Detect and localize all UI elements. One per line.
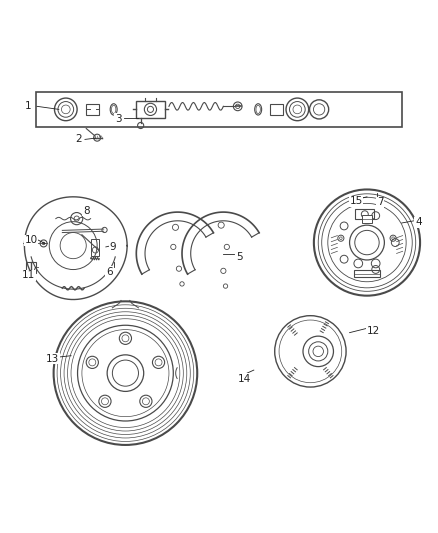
Text: 13: 13 [46,354,60,364]
Bar [354,270,380,277]
Bar [36,92,402,127]
Bar [26,262,36,272]
Bar [355,209,374,219]
Text: 8: 8 [83,206,89,216]
Bar [136,101,165,118]
Text: 9: 9 [109,242,116,252]
Text: 2: 2 [75,134,82,144]
Text: 4: 4 [415,217,422,227]
Bar [92,239,99,256]
Text: 15: 15 [350,196,363,206]
Text: 6: 6 [106,266,113,277]
Text: 5: 5 [237,252,243,262]
Text: 7: 7 [377,197,383,207]
Text: 3: 3 [115,114,121,124]
Bar [86,104,99,115]
Text: 1: 1 [25,101,32,111]
Circle shape [42,242,45,245]
Bar [362,215,372,223]
Text: 14: 14 [238,374,251,384]
Text: 11: 11 [22,270,35,280]
Bar [270,104,283,115]
Text: 12: 12 [367,326,380,336]
Text: 10: 10 [25,236,38,245]
